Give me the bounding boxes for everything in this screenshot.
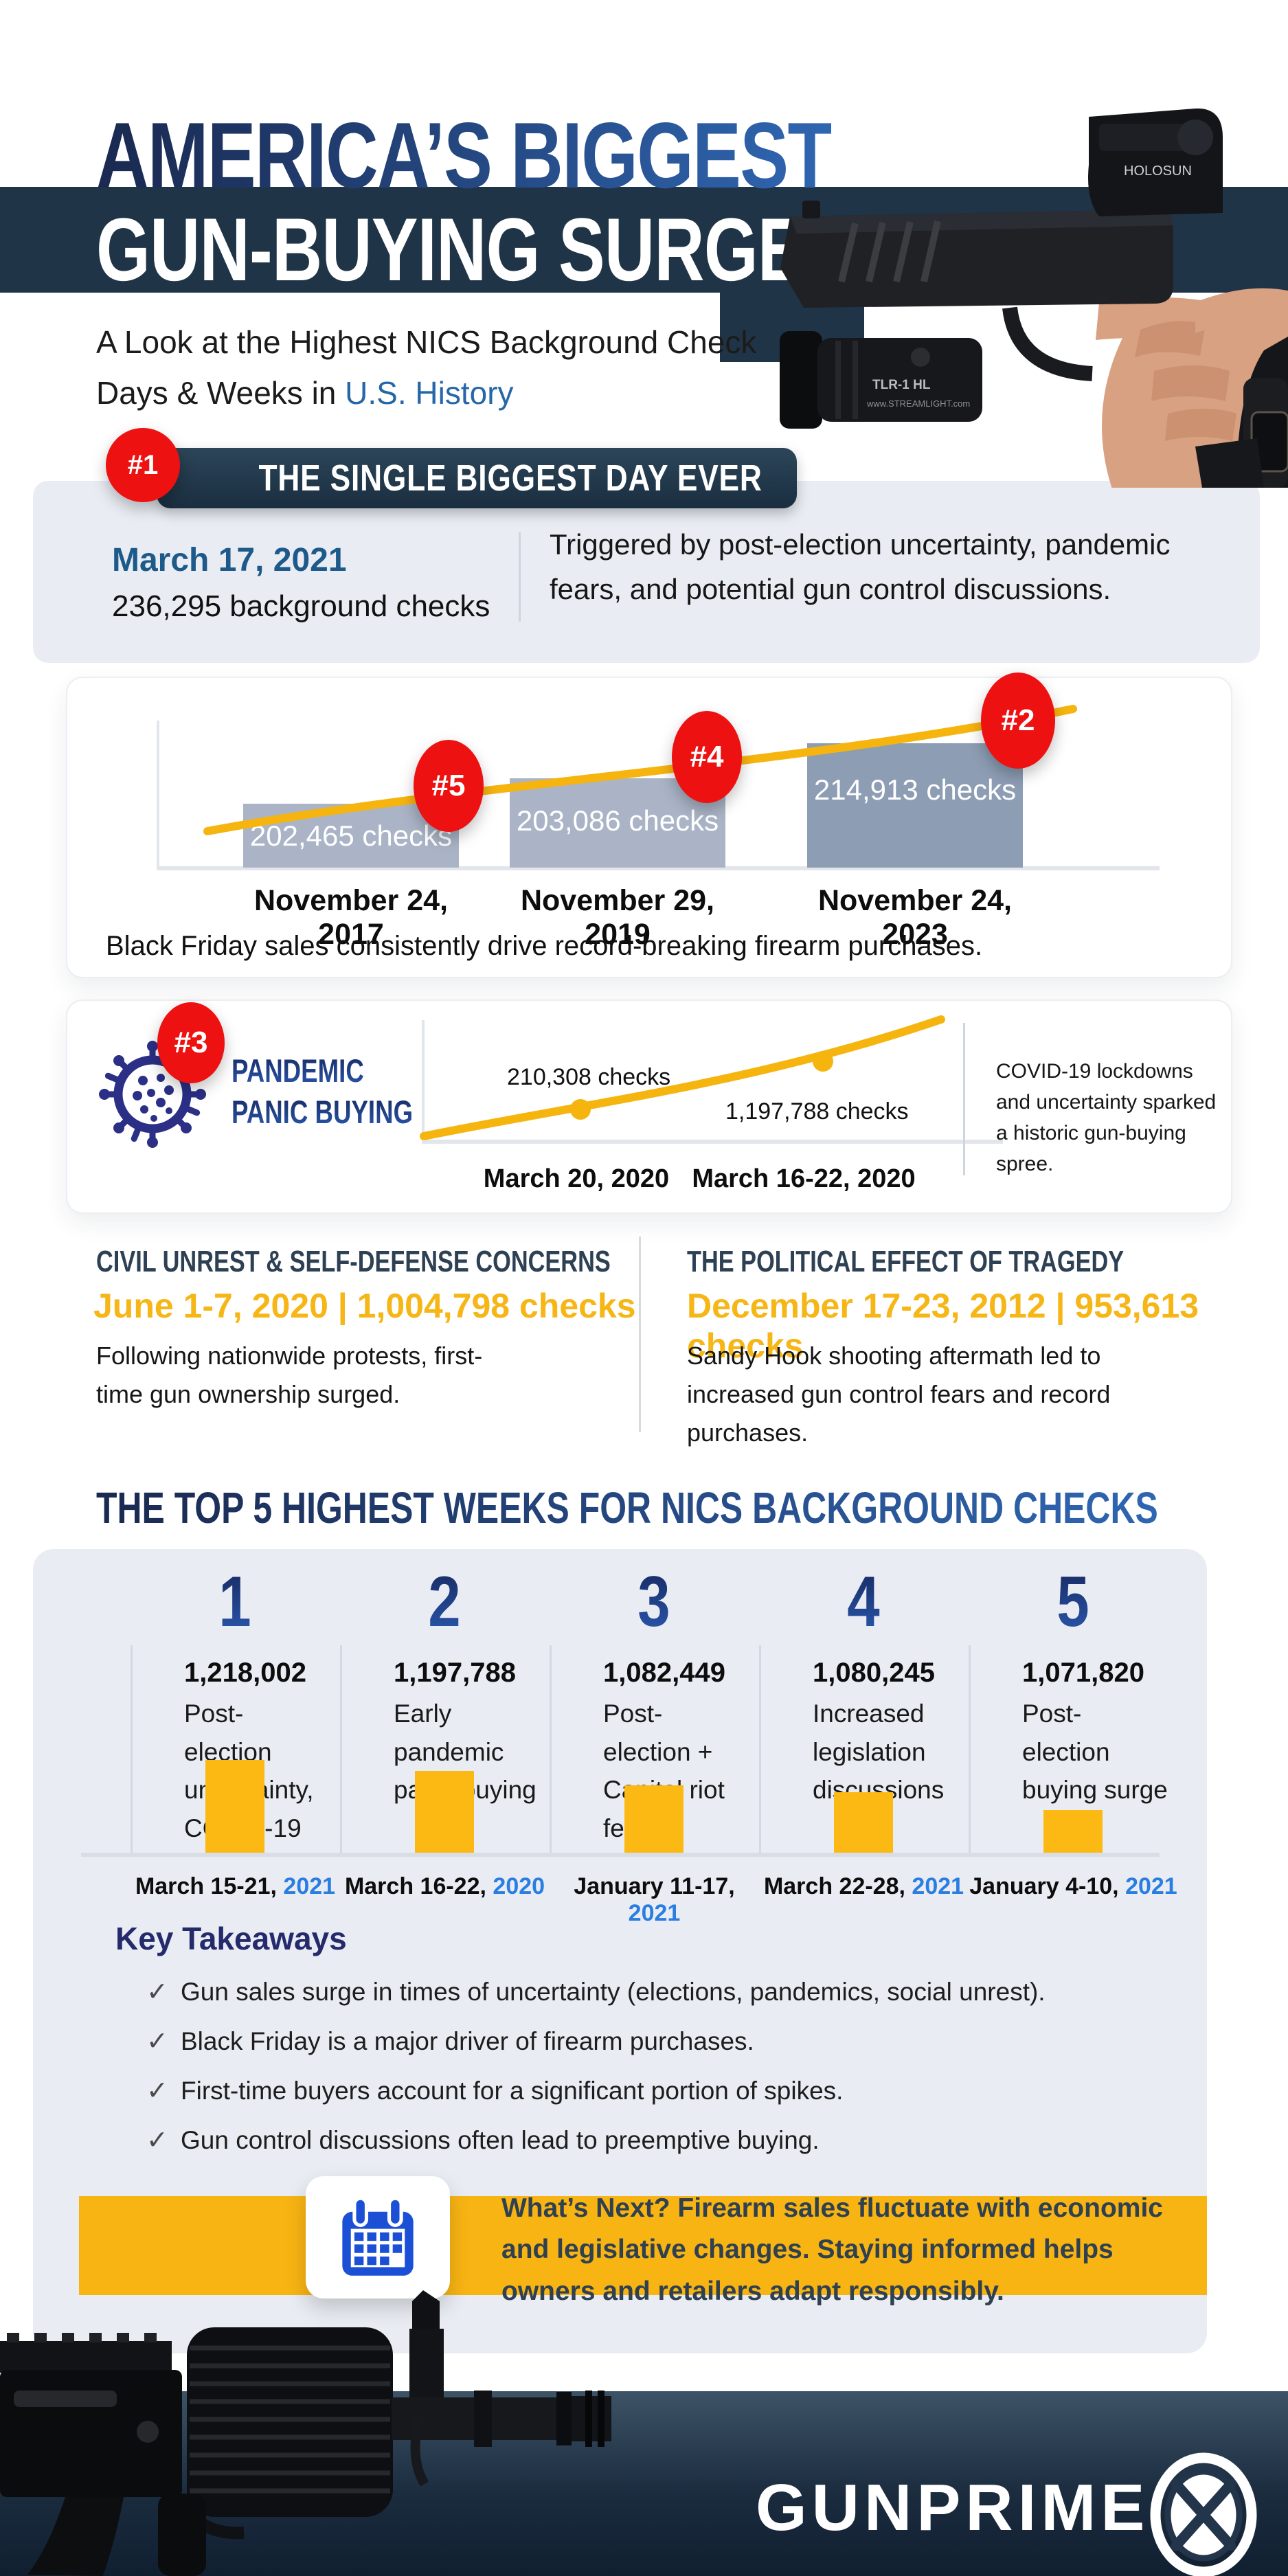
rifle-photo: [0, 2287, 632, 2576]
bar-2017: 202,465 checks: [243, 804, 459, 868]
point-label-1: 210,308 checks: [507, 1064, 671, 1090]
light-url-label: www.STREAMLIGHT.com: [866, 398, 970, 409]
section-1-header: THE SINGLE BIGGEST DAY EVER: [157, 448, 797, 508]
takeaway-4: ✓ Gun control discussions often lead to p…: [146, 2126, 820, 2155]
event-civil-stat: June 1-7, 2020 | 1,004,798 checks: [93, 1287, 636, 1325]
check-icon: ✓: [146, 1978, 168, 2007]
whats-next-banner: What’s Next? Firearm sales fluctuate wit…: [79, 2193, 1207, 2306]
top5-heading: THE TOP 5 HIGHEST WEEKS FOR NICS BACKGRO…: [96, 1483, 1158, 1533]
record-stat: 236,295 background checks: [112, 589, 490, 623]
subtitle-highlight: U.S. History: [345, 374, 514, 411]
week-bar-1: [205, 1760, 264, 1855]
bar-date-2023: November 24, 2023: [817, 884, 1013, 951]
rank-badge-5: #5: [414, 740, 484, 832]
week-date-1: March 15-21, 2021: [135, 1873, 336, 1899]
week-value-3: 1,082,449: [603, 1658, 725, 1688]
calendar-icon: [342, 2196, 414, 2276]
week-date-4: March 22-28, 2021: [763, 1873, 964, 1899]
point-date-2: March 16-22, 2020: [692, 1164, 916, 1193]
page-title-line2: GUN-BUYING SURGES: [96, 199, 850, 300]
black-friday-card: 202,465 checks 203,086 checks 214,913 ch…: [66, 673, 1232, 978]
week-value-5: 1,071,820: [1022, 1658, 1144, 1688]
brand-crosshair-icon: [1150, 2452, 1257, 2576]
check-icon: ✓: [146, 2077, 168, 2105]
rank-number-2: 2: [428, 1562, 461, 1642]
record-description: Triggered by post-election uncertainty, …: [550, 528, 1171, 606]
optic-brand-label: HOLOSUN: [1124, 163, 1192, 179]
point-date-1: March 20, 2020: [483, 1164, 670, 1193]
pandemic-description: COVID-19 lockdowns and uncertainty spark…: [996, 1060, 1217, 1175]
week-date-2: March 16-22, 2020: [344, 1873, 545, 1899]
top5-plot: [33, 1549, 1207, 1855]
whats-next-text: What’s Next? Firearm sales fluctuate wit…: [501, 2193, 1163, 2306]
event-civil-heading: CIVIL UNREST & SELF-DEFENSE CONCERNS: [96, 1245, 611, 1278]
key-takeaways-heading: Key Takeaways: [115, 1921, 347, 1956]
column-divider: [550, 1645, 552, 1855]
week-value-2: 1,197,788: [394, 1658, 516, 1688]
week-bar-4: [834, 1792, 893, 1855]
rank-badge-4: #4: [672, 711, 742, 803]
event-tragedy-stat: December 17-23, 2012 | 953,613 checks: [687, 1287, 1199, 1365]
event-civil-description: Following nationwide protests, first-tim…: [96, 1342, 483, 1408]
column-divider: [131, 1645, 133, 1855]
chart-y-axis: [157, 721, 159, 868]
week-bar-2: [415, 1771, 474, 1855]
takeaway-1: ✓ Gun sales surge in times of uncertainty…: [146, 1978, 1046, 2007]
rank-badge-1: #1: [106, 428, 180, 502]
rank-badge-2: #2: [981, 673, 1055, 769]
week-date-3: January 11-17, 2021: [574, 1873, 735, 1926]
handgun-photo: HOLOSUN TLR-1 HL www.STREAMLIGHT.com: [714, 7, 1288, 550]
pandemic-title: PANDEMIC PANIC BUYING: [231, 1050, 464, 1133]
week-bar-5: [1043, 1810, 1103, 1855]
event-tragedy-heading: THE POLITICAL EFFECT OF TRAGEDY: [687, 1245, 1125, 1278]
trend-line: [203, 705, 1077, 835]
pandemic-card: #3 PANDEMIC PANIC BUYING 210,308 checks …: [66, 999, 1232, 1214]
week-value-4: 1,080,245: [813, 1658, 935, 1688]
chart-baseline: [422, 1140, 1003, 1144]
check-icon: ✓: [146, 2027, 168, 2056]
light-model-label: TLR-1 HL: [872, 378, 931, 392]
record-date: March 17, 2021: [112, 542, 347, 578]
chart-baseline: [157, 866, 1160, 870]
divider: [519, 532, 521, 622]
event-tragedy-description: Sandy Hook shooting aftermath led to inc…: [687, 1342, 1111, 1447]
rank-number-3: 3: [637, 1562, 670, 1642]
divider: [639, 1236, 641, 1432]
divider: [963, 1023, 965, 1175]
week-bar-3: [624, 1785, 683, 1855]
column-divider: [759, 1645, 761, 1855]
bar-2023: 214,913 checks: [807, 743, 1023, 868]
rank-badge-3: #3: [157, 1002, 225, 1083]
week-desc-5: Post-election buying surge: [1022, 1699, 1168, 1804]
week-value-1: 1,218,002: [184, 1658, 306, 1688]
chart-y-axis: [422, 1020, 425, 1142]
black-friday-caption: Black Friday sales consistently drive re…: [106, 931, 983, 961]
page-subtitle: A Look at the Highest NICS Background Ch…: [96, 324, 757, 411]
page-title-line1: AMERICA’S BIGGEST: [96, 103, 832, 207]
rank-number-4: 4: [847, 1562, 880, 1642]
bar-date-2019: November 29, 2019: [520, 884, 715, 951]
check-icon: ✓: [146, 2126, 168, 2155]
point-label-2: 1,197,788 checks: [725, 1098, 909, 1125]
bar-date-2017: November 24, 2017: [253, 884, 449, 951]
calendar-card: [306, 2176, 450, 2298]
rank-number-1: 1: [218, 1562, 251, 1642]
brand-logo[interactable]: GUNPRIME: [756, 2471, 1150, 2544]
takeaway-2: ✓ Black Friday is a major driver of firea…: [146, 2027, 754, 2056]
pandemic-line-chart: [420, 1015, 945, 1140]
column-divider: [340, 1645, 342, 1855]
chart-baseline: [81, 1853, 1160, 1857]
section-1-card: March 17, 2021 236,295 background checks…: [33, 481, 1260, 663]
takeaway-3: ✓ First-time buyers account for a signifi…: [146, 2077, 844, 2105]
rank-number-5: 5: [1057, 1562, 1089, 1642]
bar-2019: 203,086 checks: [510, 778, 725, 868]
week-date-5: January 4-10, 2021: [969, 1873, 1177, 1899]
column-divider: [969, 1645, 971, 1855]
